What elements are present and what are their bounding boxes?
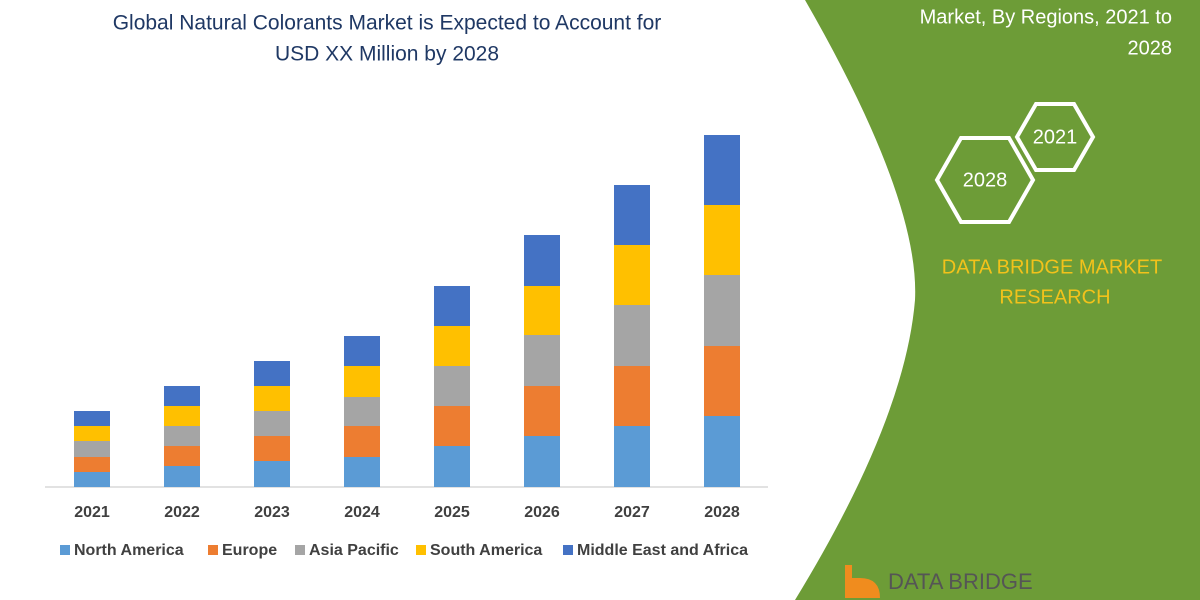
x-tick-label: 2021 — [74, 504, 110, 521]
bar-segment — [344, 457, 380, 487]
hexagon — [1014, 102, 1096, 172]
x-tick-label: 2027 — [614, 504, 650, 521]
bar-segment — [434, 446, 470, 487]
bar-segment — [704, 205, 740, 275]
chart-title: Global Natural Colorants Market is Expec… — [113, 12, 662, 35]
bar-segment — [254, 386, 290, 411]
bar-segment — [164, 406, 200, 426]
bar-segment — [74, 441, 110, 457]
bar-segment — [164, 446, 200, 466]
bar-segment — [344, 426, 380, 457]
legend-swatch — [563, 545, 573, 555]
bar-segment — [434, 406, 470, 446]
bar-segment — [524, 436, 560, 487]
bar-segment — [704, 346, 740, 416]
bar-segment — [74, 472, 110, 487]
x-tick-label: 2028 — [704, 504, 740, 521]
chart-subtitle: USD XX Million by 2028 — [275, 43, 499, 66]
bar-segment — [524, 386, 560, 436]
bar-segment — [704, 275, 740, 346]
legend-swatch — [60, 545, 70, 555]
logo-text: DATA BRIDGE — [888, 569, 1033, 594]
bar-segment — [74, 426, 110, 441]
bar-segment — [434, 326, 470, 366]
bar-segment — [704, 416, 740, 487]
legend-label: South America — [430, 542, 542, 559]
x-tick-label: 2025 — [434, 504, 470, 521]
bar-segment — [614, 426, 650, 487]
x-tick-label: 2024 — [344, 504, 380, 521]
bar-segment — [254, 411, 290, 436]
bar-segment — [434, 286, 470, 326]
bar-segment — [254, 361, 290, 386]
brand-text: DATA BRIDGE MARKET — [942, 256, 1162, 278]
green-panel — [795, 0, 1200, 600]
x-tick-label: 2022 — [164, 504, 200, 521]
x-tick-label: 2026 — [524, 504, 560, 521]
hexagon-label: 2028 — [963, 169, 1008, 191]
legend-label: Middle East and Africa — [577, 542, 748, 559]
panel-heading: Market, By Regions, 2021 to — [920, 6, 1172, 28]
hexagon-label: 2021 — [1033, 126, 1078, 148]
bar-segment — [434, 366, 470, 406]
legend-label: Europe — [222, 542, 277, 559]
legend-label: North America — [74, 542, 184, 559]
bar-segment — [74, 411, 110, 426]
legend-swatch — [416, 545, 426, 555]
bar-segment — [524, 335, 560, 386]
legend-swatch — [208, 545, 218, 555]
bar-segment — [164, 426, 200, 446]
bar-segment — [704, 135, 740, 205]
bar-segment — [614, 245, 650, 305]
bar-segment — [524, 286, 560, 335]
brand-text: RESEARCH — [999, 286, 1110, 308]
bar-segment — [74, 457, 110, 472]
bar-segment — [254, 436, 290, 461]
panel-heading: 2028 — [1128, 37, 1173, 59]
bar-segment — [524, 235, 560, 286]
bar-segment — [614, 305, 650, 366]
logo-icon — [845, 565, 880, 598]
legend-label: Asia Pacific — [309, 542, 399, 559]
bar-segment — [614, 366, 650, 426]
bar-segment — [254, 461, 290, 487]
bar-segment — [164, 386, 200, 406]
bar-segment — [344, 397, 380, 426]
bar-segment — [344, 336, 380, 366]
legend-swatch — [295, 545, 305, 555]
hexagon — [934, 136, 1036, 224]
bar-segment — [614, 185, 650, 245]
x-tick-label: 2023 — [254, 504, 290, 521]
bar-segment — [344, 366, 380, 397]
bar-segment — [164, 466, 200, 487]
